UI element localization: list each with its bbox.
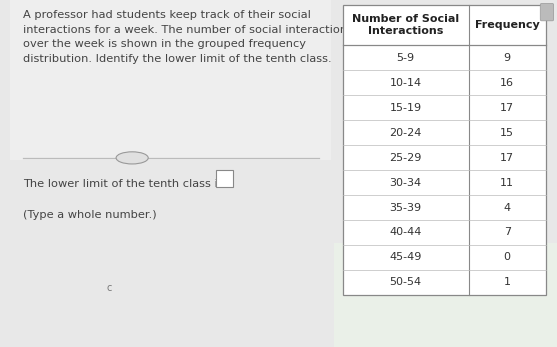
- FancyBboxPatch shape: [343, 5, 546, 295]
- Text: 7: 7: [504, 228, 511, 237]
- Text: A professor had students keep track of their social
interactions for a week. The: A professor had students keep track of t…: [23, 10, 353, 64]
- Text: Frequency: Frequency: [475, 20, 540, 30]
- FancyBboxPatch shape: [540, 3, 554, 21]
- FancyBboxPatch shape: [10, 0, 331, 160]
- Ellipse shape: [116, 152, 148, 164]
- Text: 17: 17: [500, 153, 514, 162]
- Text: 5-9: 5-9: [397, 53, 414, 62]
- Text: 11: 11: [500, 178, 514, 187]
- Text: 50-54: 50-54: [389, 278, 422, 287]
- Text: 17: 17: [500, 103, 514, 112]
- Text: (Type a whole number.): (Type a whole number.): [23, 210, 157, 220]
- Text: 15-19: 15-19: [389, 103, 422, 112]
- FancyBboxPatch shape: [10, 160, 331, 347]
- Text: 15: 15: [500, 128, 514, 137]
- Text: 25-29: 25-29: [389, 153, 422, 162]
- Text: 4: 4: [504, 203, 511, 212]
- Text: 0: 0: [504, 253, 511, 262]
- FancyBboxPatch shape: [334, 243, 557, 347]
- Text: 10-14: 10-14: [389, 78, 422, 87]
- Text: Number of Social
Interactions: Number of Social Interactions: [352, 14, 459, 36]
- Text: 20-24: 20-24: [389, 128, 422, 137]
- Text: c: c: [106, 283, 112, 293]
- Text: 30-34: 30-34: [389, 178, 422, 187]
- Text: 16: 16: [500, 78, 514, 87]
- Text: 40-44: 40-44: [389, 228, 422, 237]
- Text: 35-39: 35-39: [389, 203, 422, 212]
- Text: The lower limit of the tenth class is: The lower limit of the tenth class is: [23, 179, 227, 189]
- Text: 9: 9: [504, 53, 511, 62]
- FancyBboxPatch shape: [216, 170, 233, 187]
- Text: 1: 1: [504, 278, 511, 287]
- Text: 45-49: 45-49: [389, 253, 422, 262]
